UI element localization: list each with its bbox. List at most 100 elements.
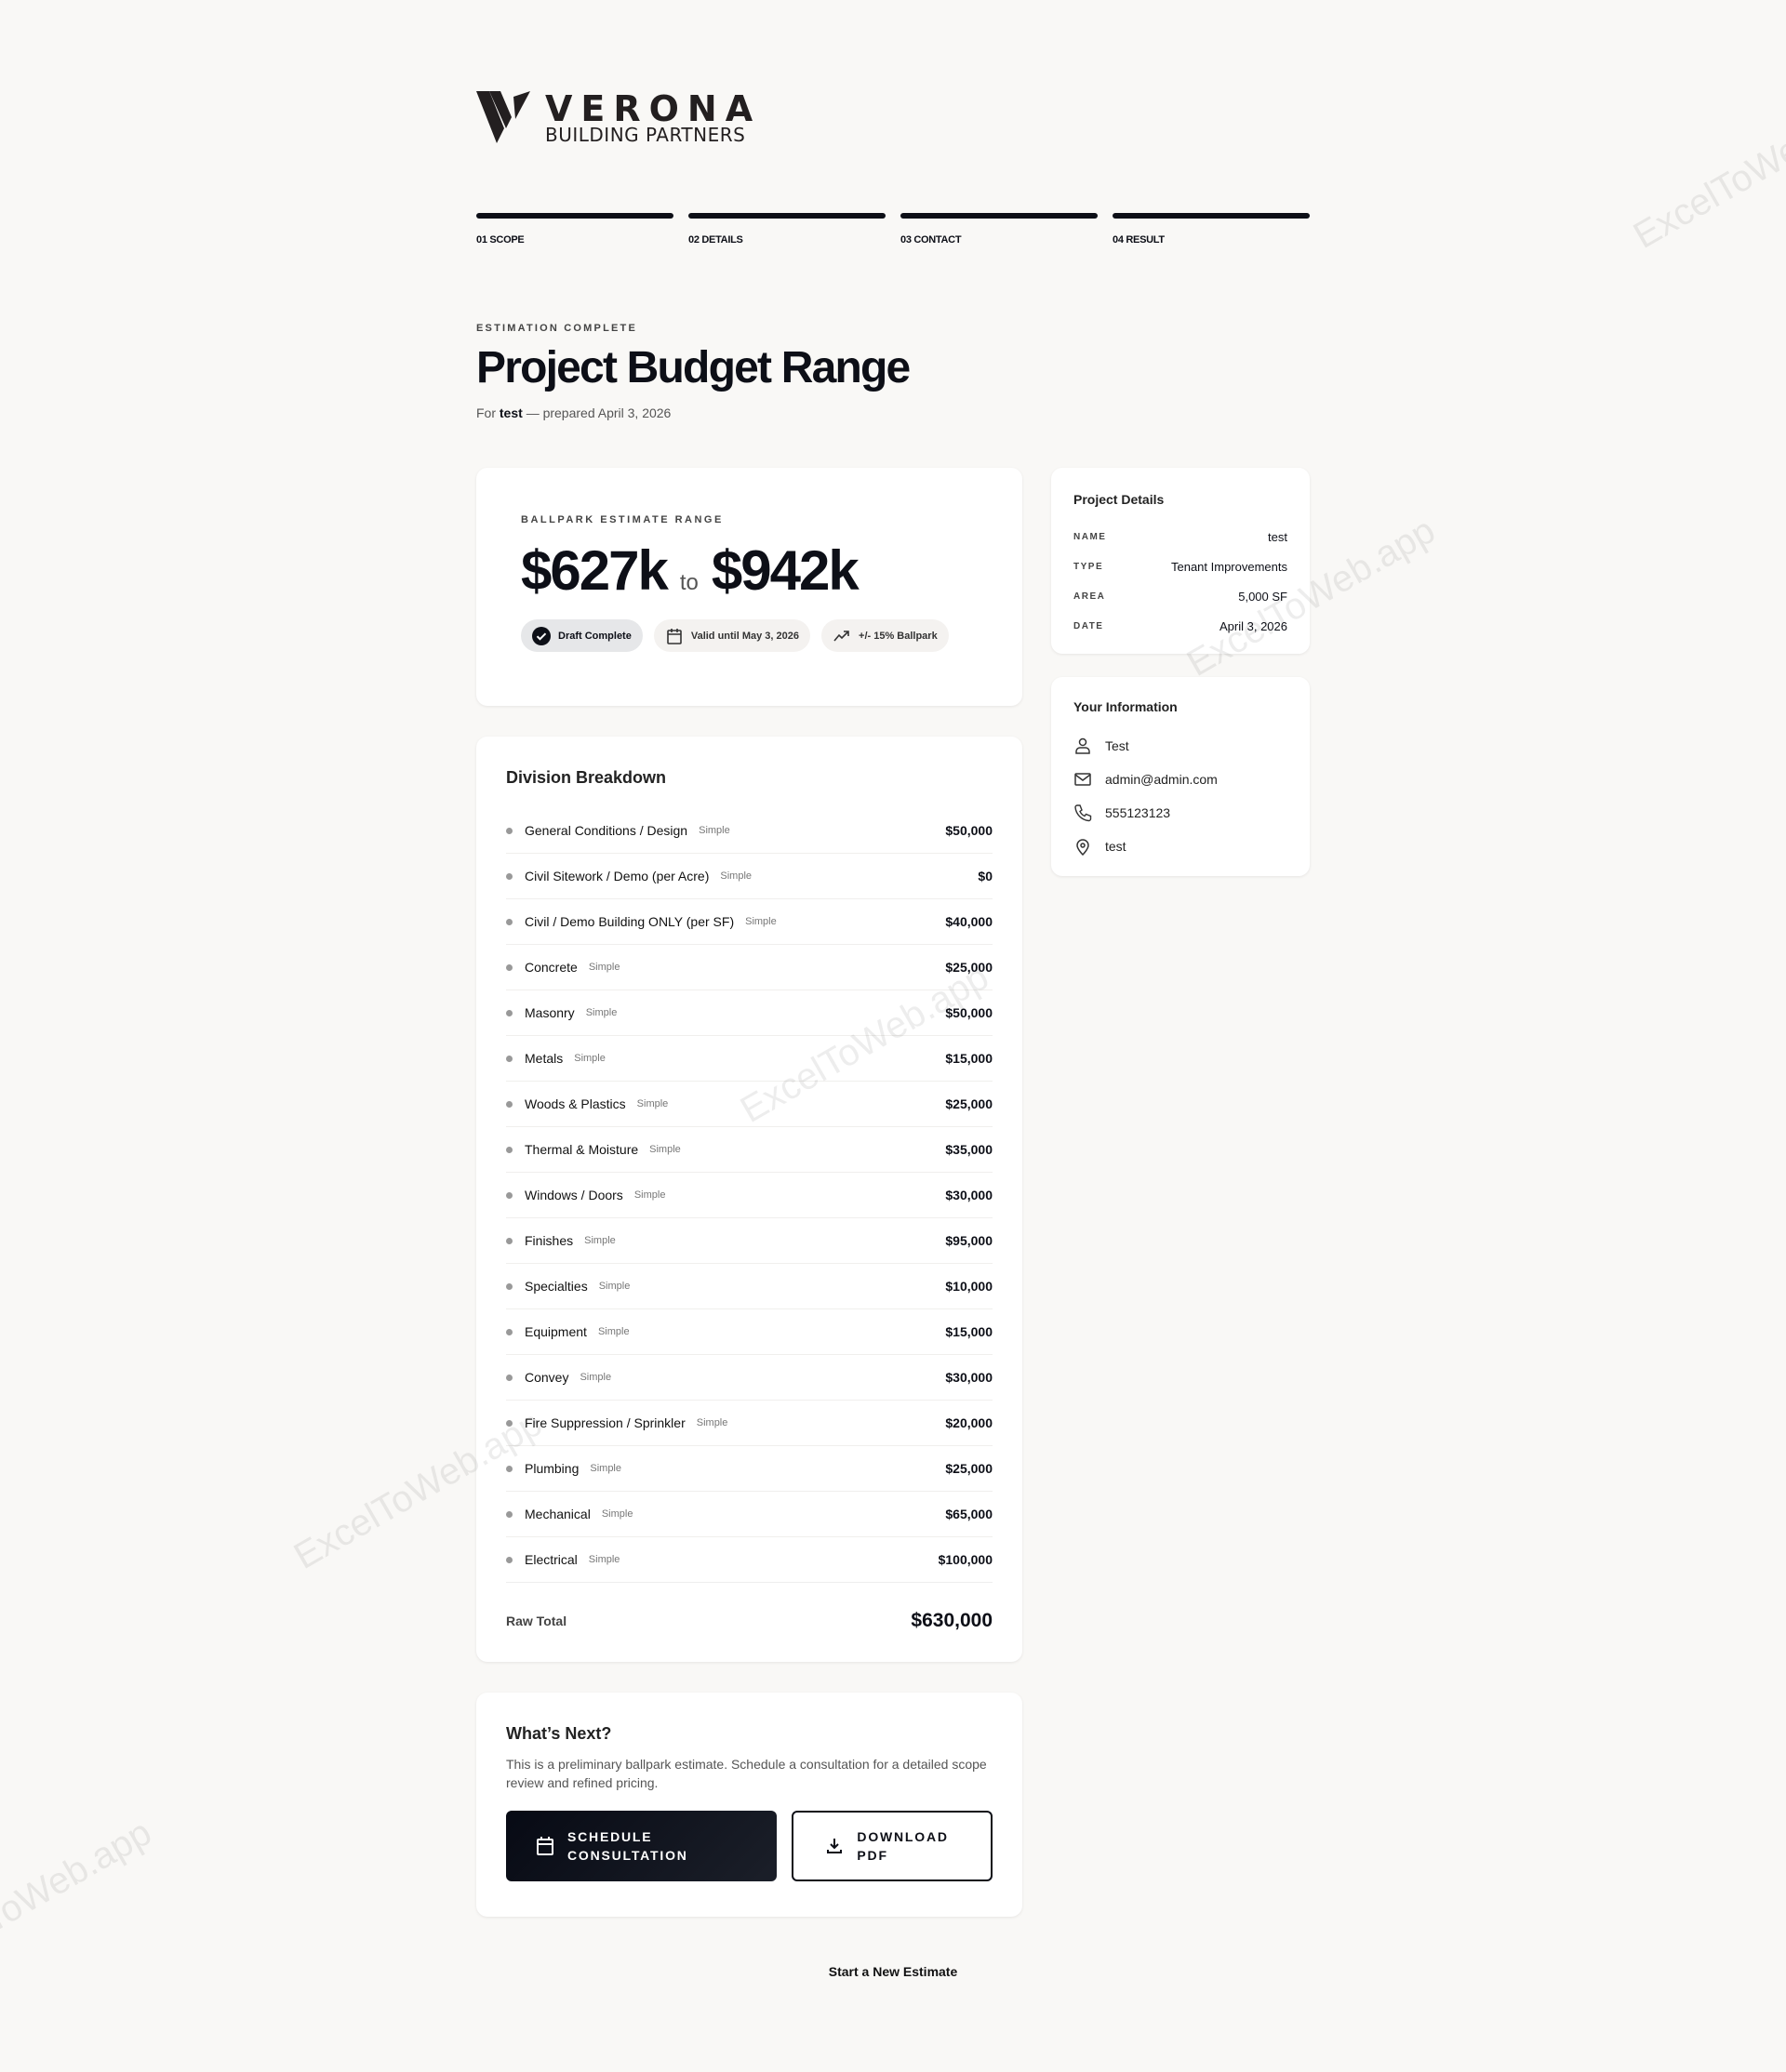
detail-value: April 3, 2026 bbox=[1220, 618, 1287, 633]
division-tag: Simple bbox=[588, 1554, 620, 1565]
badge-label: +/- 15% Ballpark bbox=[859, 630, 938, 642]
division-tag: Simple bbox=[584, 1235, 616, 1246]
sub-suffix: — prepared April 3, 2026 bbox=[526, 405, 672, 420]
schedule-consultation-button[interactable]: SCHEDULE CONSULTATION bbox=[506, 1811, 778, 1881]
division-tag: Simple bbox=[597, 1326, 630, 1337]
card-title: Division Breakdown bbox=[506, 768, 667, 787]
detail-key: DATE bbox=[1073, 620, 1104, 631]
brand-name: VERONA bbox=[545, 88, 762, 129]
division-tag: Simple bbox=[745, 916, 777, 927]
card-title: Your Information bbox=[1073, 699, 1178, 714]
division-value: $0 bbox=[978, 869, 993, 883]
step-result[interactable]: 04 RESULT bbox=[1113, 213, 1310, 246]
step-bar bbox=[476, 213, 673, 219]
start-new-estimate-link[interactable]: Start a New Estimate bbox=[828, 1964, 958, 1979]
step-scope[interactable]: 01 SCOPE bbox=[476, 213, 673, 246]
division-tag: Simple bbox=[585, 1007, 618, 1018]
detail-row: DATE April 3, 2026 bbox=[1073, 611, 1287, 641]
division-name: Thermal & Moisture bbox=[525, 1142, 639, 1157]
division-name: Civil Sitework / Demo (per Acre) bbox=[525, 869, 710, 883]
sub-name: test bbox=[499, 405, 523, 420]
division-name: Mechanical bbox=[525, 1507, 591, 1521]
division-value: $20,000 bbox=[945, 1415, 993, 1430]
detail-value: Tenant Improvements bbox=[1170, 559, 1287, 574]
division-name: Masonry bbox=[525, 1005, 575, 1020]
division-value: $40,000 bbox=[945, 914, 993, 929]
status-badge: Draft Complete bbox=[521, 619, 643, 652]
bullet-icon bbox=[506, 1100, 513, 1108]
division-name: Finishes bbox=[525, 1233, 574, 1248]
bullet-icon bbox=[506, 1191, 513, 1199]
division-row: Concrete Simple $25,000 bbox=[506, 945, 993, 990]
step-bar bbox=[1113, 213, 1310, 219]
info-phone: 555123123 bbox=[1073, 796, 1287, 830]
download-pdf-button[interactable]: DOWNLOAD PDF bbox=[792, 1811, 993, 1881]
division-row: Civil Sitework / Demo (per Acre) Simple $0 bbox=[506, 854, 993, 899]
bullet-icon bbox=[506, 1374, 513, 1381]
division-value: $100,000 bbox=[938, 1552, 993, 1567]
division-row: Civil / Demo Building ONLY (per SF) Simpl… bbox=[506, 899, 993, 945]
division-value: $65,000 bbox=[945, 1507, 993, 1521]
your-information-card: Your Information Test admin@admin.com 55… bbox=[1051, 677, 1310, 876]
division-row: Finishes Simple $95,000 bbox=[506, 1218, 993, 1264]
division-value: $10,000 bbox=[945, 1279, 993, 1294]
brand-logo: VERONA BUILDING PARTNERS bbox=[476, 91, 761, 145]
division-name: Equipment bbox=[525, 1324, 587, 1339]
total-label: Raw Total bbox=[506, 1614, 567, 1628]
accuracy-badge: +/- 15% Ballpark bbox=[821, 619, 949, 652]
calendar-icon bbox=[537, 1837, 553, 1855]
division-name: Windows / Doors bbox=[525, 1188, 623, 1202]
page-title: Project Budget Range bbox=[476, 343, 911, 392]
division-name: Metals bbox=[525, 1051, 564, 1066]
step-bar bbox=[688, 213, 886, 219]
step-label: 01 SCOPE bbox=[476, 234, 525, 246]
bullet-icon bbox=[506, 1465, 513, 1472]
division-value: $50,000 bbox=[945, 823, 993, 838]
division-tag: Simple bbox=[633, 1189, 666, 1201]
division-row: Convey Simple $30,000 bbox=[506, 1355, 993, 1401]
step-label: 04 RESULT bbox=[1113, 234, 1165, 246]
division-row: Metals Simple $15,000 bbox=[506, 1036, 993, 1082]
division-value: $35,000 bbox=[945, 1142, 993, 1157]
eyebrow: ESTIMATION COMPLETE bbox=[476, 323, 637, 334]
step-contact[interactable]: 03 CONTACT bbox=[900, 213, 1098, 246]
bullet-icon bbox=[506, 872, 513, 880]
badge-label: Draft Complete bbox=[558, 630, 632, 642]
division-name: Fire Suppression / Sprinkler bbox=[525, 1415, 686, 1430]
info-value: admin@admin.com bbox=[1105, 772, 1218, 787]
division-name: General Conditions / Design bbox=[525, 823, 688, 838]
watermark: ExcelToWeb.app bbox=[0, 1812, 159, 1986]
detail-value: test bbox=[1268, 529, 1287, 544]
estimate-to: to bbox=[679, 570, 699, 595]
map-pin-icon bbox=[1076, 839, 1089, 856]
division-tag: Simple bbox=[649, 1144, 681, 1155]
division-tag: Simple bbox=[601, 1508, 633, 1520]
estimate-label: BALLPARK ESTIMATE RANGE bbox=[521, 514, 724, 525]
division-row: Masonry Simple $50,000 bbox=[506, 990, 993, 1036]
detail-row: TYPE Tenant Improvements bbox=[1073, 551, 1287, 581]
download-icon bbox=[827, 1839, 843, 1853]
bullet-icon bbox=[506, 1419, 513, 1427]
next-description: This is a preliminary ballpark estimate.… bbox=[506, 1757, 987, 1790]
button-label: DOWNLOAD PDF bbox=[857, 1829, 949, 1863]
info-name: Test bbox=[1073, 729, 1287, 763]
detail-key: TYPE bbox=[1073, 561, 1104, 572]
division-tag: Simple bbox=[696, 1417, 728, 1428]
bullet-icon bbox=[506, 918, 513, 925]
estimate-high: $942k bbox=[711, 539, 860, 602]
division-row: Woods & Plastics Simple $25,000 bbox=[506, 1082, 993, 1127]
division-row: General Conditions / Design Simple $50,000 bbox=[506, 808, 993, 854]
card-title: What’s Next? bbox=[506, 1724, 612, 1743]
bullet-icon bbox=[506, 1282, 513, 1290]
estimate-card: BALLPARK ESTIMATE RANGE $627k to $942k D… bbox=[476, 468, 1022, 706]
division-row: Electrical Simple $100,000 bbox=[506, 1537, 993, 1583]
division-tag: Simple bbox=[590, 1463, 621, 1474]
step-label: 03 CONTACT bbox=[900, 234, 962, 246]
division-name: Plumbing bbox=[525, 1461, 580, 1476]
estimate-range: $627k to $942k bbox=[521, 538, 978, 603]
division-name: Electrical bbox=[525, 1552, 578, 1567]
step-details[interactable]: 02 DETAILS bbox=[688, 213, 886, 246]
division-value: $50,000 bbox=[945, 1005, 993, 1020]
estimate-low: $627k bbox=[521, 539, 669, 602]
division-value: $30,000 bbox=[945, 1188, 993, 1202]
